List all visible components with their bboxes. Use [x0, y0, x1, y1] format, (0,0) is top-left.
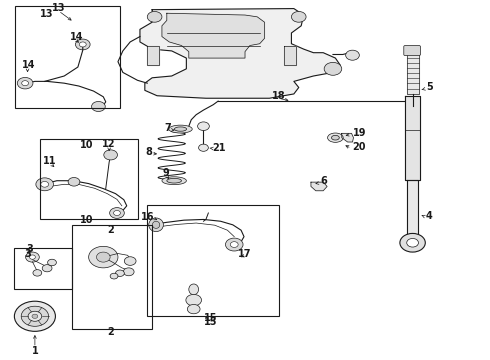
- Polygon shape: [407, 54, 419, 94]
- Circle shape: [123, 268, 134, 276]
- Bar: [15, 6, 121, 108]
- Polygon shape: [342, 134, 353, 142]
- Circle shape: [29, 255, 35, 259]
- Circle shape: [198, 144, 208, 151]
- Circle shape: [114, 211, 121, 216]
- Text: 2: 2: [107, 225, 114, 235]
- Polygon shape: [147, 45, 159, 65]
- Polygon shape: [311, 182, 327, 191]
- Circle shape: [68, 177, 80, 186]
- Text: 11: 11: [43, 156, 56, 166]
- Text: 5: 5: [426, 82, 433, 92]
- Text: 13: 13: [51, 3, 65, 13]
- Circle shape: [92, 102, 105, 112]
- Circle shape: [41, 181, 49, 187]
- Text: 20: 20: [352, 142, 366, 152]
- Bar: [72, 225, 152, 329]
- Ellipse shape: [169, 125, 192, 133]
- Text: 9: 9: [163, 168, 169, 178]
- Circle shape: [79, 42, 86, 47]
- Circle shape: [36, 178, 53, 191]
- Circle shape: [21, 306, 49, 326]
- Ellipse shape: [174, 127, 187, 131]
- Circle shape: [110, 208, 124, 219]
- Text: 14: 14: [22, 60, 36, 70]
- Circle shape: [33, 270, 42, 276]
- Text: 3: 3: [24, 249, 31, 259]
- Circle shape: [28, 311, 42, 321]
- Circle shape: [75, 39, 90, 50]
- Circle shape: [292, 12, 306, 22]
- Circle shape: [124, 257, 136, 265]
- Text: 12: 12: [102, 139, 116, 149]
- Text: 10: 10: [79, 140, 93, 150]
- Text: 13: 13: [40, 9, 54, 19]
- Text: 19: 19: [352, 128, 366, 138]
- Text: 18: 18: [272, 91, 286, 101]
- Circle shape: [400, 233, 425, 252]
- Polygon shape: [405, 96, 420, 180]
- Circle shape: [32, 314, 38, 319]
- Text: 16: 16: [141, 212, 154, 221]
- Text: 8: 8: [146, 147, 152, 157]
- Polygon shape: [162, 13, 265, 58]
- Circle shape: [345, 50, 359, 60]
- Circle shape: [104, 150, 118, 160]
- Circle shape: [230, 242, 238, 247]
- Circle shape: [89, 246, 118, 268]
- Circle shape: [14, 301, 55, 331]
- Text: 1: 1: [31, 346, 38, 356]
- Circle shape: [110, 273, 118, 279]
- Text: 21: 21: [212, 143, 225, 153]
- Text: 15: 15: [204, 317, 218, 327]
- Text: 3: 3: [26, 244, 33, 254]
- Circle shape: [407, 238, 418, 247]
- Circle shape: [324, 62, 342, 75]
- Bar: [14, 248, 72, 289]
- Circle shape: [97, 252, 110, 262]
- Text: 6: 6: [321, 176, 327, 186]
- Ellipse shape: [149, 218, 163, 231]
- Circle shape: [187, 305, 200, 314]
- Bar: [40, 139, 138, 220]
- Text: 14: 14: [70, 32, 83, 41]
- Polygon shape: [284, 45, 296, 65]
- Ellipse shape: [189, 284, 198, 295]
- Ellipse shape: [328, 133, 343, 142]
- Ellipse shape: [162, 177, 186, 185]
- FancyBboxPatch shape: [404, 45, 420, 55]
- Circle shape: [25, 252, 39, 262]
- Circle shape: [116, 270, 124, 276]
- Text: 7: 7: [165, 123, 171, 133]
- Circle shape: [22, 81, 28, 86]
- Bar: [147, 205, 279, 316]
- Circle shape: [147, 12, 162, 22]
- Polygon shape: [140, 9, 340, 98]
- Circle shape: [17, 77, 33, 89]
- Circle shape: [225, 238, 243, 251]
- Text: 10: 10: [79, 215, 93, 225]
- Circle shape: [197, 122, 209, 131]
- Text: 2: 2: [107, 327, 114, 337]
- Text: 4: 4: [426, 211, 433, 221]
- Ellipse shape: [167, 179, 181, 183]
- Text: 17: 17: [238, 248, 252, 258]
- Circle shape: [42, 265, 52, 272]
- Polygon shape: [407, 180, 418, 237]
- Ellipse shape: [152, 221, 160, 228]
- Circle shape: [48, 259, 56, 266]
- Circle shape: [186, 294, 201, 306]
- Text: 15: 15: [204, 313, 218, 323]
- Ellipse shape: [331, 135, 339, 140]
